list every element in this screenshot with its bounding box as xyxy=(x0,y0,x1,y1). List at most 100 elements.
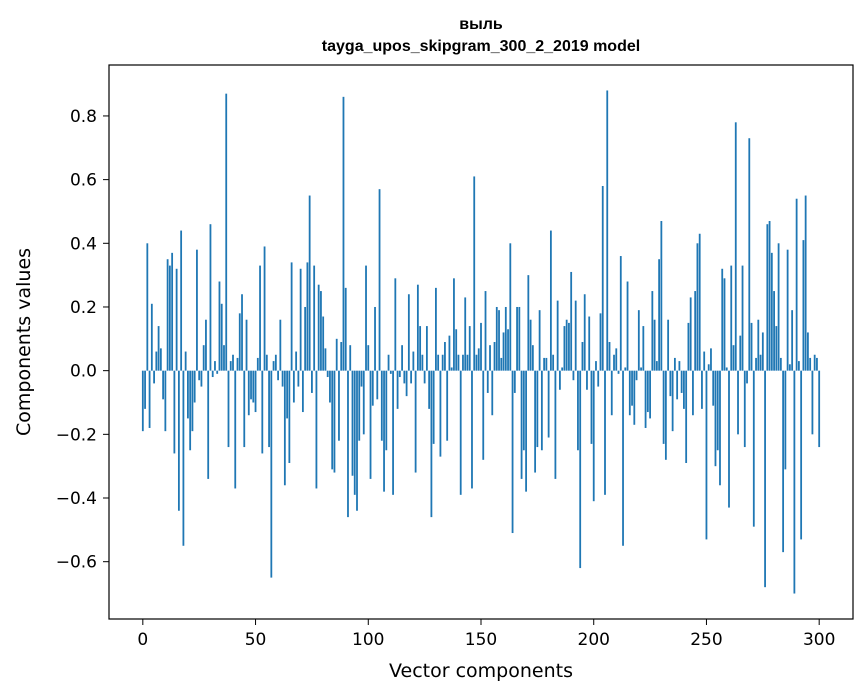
bar-30 xyxy=(209,224,212,371)
bar-35 xyxy=(220,303,223,371)
bar-191 xyxy=(572,370,575,381)
bar-90 xyxy=(344,287,347,371)
bar-18 xyxy=(182,370,185,546)
bar-100 xyxy=(367,345,370,371)
bar-291 xyxy=(797,361,800,371)
bar-289 xyxy=(793,370,796,594)
bar-22 xyxy=(191,370,194,432)
bar-85 xyxy=(333,370,336,473)
bar-3 xyxy=(148,370,151,428)
bar-54 xyxy=(263,246,266,371)
bar-145 xyxy=(468,326,471,371)
bar-79 xyxy=(320,291,322,371)
bar-8 xyxy=(159,348,162,371)
bar-200 xyxy=(592,370,595,502)
bar-158 xyxy=(498,310,500,371)
bar-171 xyxy=(527,275,530,371)
bar-78 xyxy=(317,284,320,371)
bar-40 xyxy=(232,354,234,371)
bar-201 xyxy=(595,361,597,371)
bar-14 xyxy=(173,370,176,454)
bar-263 xyxy=(734,122,737,371)
bar-258 xyxy=(723,278,726,371)
bar-132 xyxy=(439,370,442,457)
bar-9 xyxy=(162,370,165,400)
bar-266 xyxy=(741,265,744,371)
bar-148 xyxy=(475,354,478,371)
bar-188 xyxy=(565,319,568,371)
bar-247 xyxy=(698,233,701,371)
bar-283 xyxy=(779,357,782,371)
bar-222 xyxy=(642,326,645,371)
bar-176 xyxy=(538,310,541,371)
bar-39 xyxy=(229,361,232,371)
bar-121 xyxy=(414,370,417,473)
bar-21 xyxy=(189,370,192,451)
bar-67 xyxy=(292,370,295,403)
bar-129 xyxy=(432,370,435,444)
bar-195 xyxy=(581,342,584,371)
bar-224 xyxy=(646,370,649,413)
bar-123 xyxy=(419,326,422,371)
bar-6 xyxy=(155,351,158,371)
bar-112 xyxy=(394,278,397,371)
x-tick-label: 100 xyxy=(352,630,384,650)
bar-187 xyxy=(563,326,566,371)
y-tick-label: −0.2 xyxy=(56,425,97,445)
bar-215 xyxy=(626,281,629,371)
bar-162 xyxy=(507,329,509,371)
bar-231 xyxy=(662,370,665,444)
bar-251 xyxy=(707,364,710,371)
bar-81 xyxy=(324,348,327,371)
bar-232 xyxy=(664,370,667,460)
bar-23 xyxy=(193,370,196,403)
bar-194 xyxy=(579,370,582,569)
bar-293 xyxy=(802,240,805,371)
bar-275 xyxy=(761,332,764,371)
bar-265 xyxy=(739,335,742,371)
bar-53 xyxy=(261,370,264,454)
bar-219 xyxy=(635,370,638,381)
bar-268 xyxy=(746,370,748,384)
bar-42 xyxy=(236,357,239,371)
bar-133 xyxy=(441,354,444,371)
bar-259 xyxy=(725,367,728,371)
bar-243 xyxy=(689,297,692,371)
bar-71 xyxy=(301,370,304,413)
bar-69 xyxy=(297,370,300,387)
bar-138 xyxy=(453,278,455,371)
bar-57 xyxy=(270,370,273,578)
bar-161 xyxy=(504,306,507,371)
bar-189 xyxy=(568,322,570,371)
bar-34 xyxy=(218,281,221,371)
bar-173 xyxy=(531,345,534,371)
bar-240 xyxy=(683,370,685,409)
bar-229 xyxy=(658,259,661,371)
bar-246 xyxy=(696,243,699,371)
bars-group xyxy=(141,90,821,594)
bar-115 xyxy=(401,345,403,371)
bar-294 xyxy=(804,195,807,371)
bar-60 xyxy=(277,370,279,381)
bar-50 xyxy=(254,370,257,413)
bar-169 xyxy=(522,370,525,451)
bar-196 xyxy=(583,294,586,371)
bar-282 xyxy=(777,243,780,371)
y-axis-ticks: −0.6 −0.4 −0.2 0.0 0.2 0.4 0.6 0.8 xyxy=(56,107,109,573)
bar-72 xyxy=(304,306,307,371)
bar-87 xyxy=(338,370,340,441)
bar-216 xyxy=(628,370,631,416)
bar-271 xyxy=(752,370,755,527)
bar-19 xyxy=(184,351,187,371)
bar-193 xyxy=(577,370,579,451)
bar-120 xyxy=(412,351,415,371)
bar-244 xyxy=(692,370,694,416)
bar-119 xyxy=(410,370,413,384)
bar-182 xyxy=(552,354,555,371)
bar-76 xyxy=(313,265,316,371)
bar-202 xyxy=(597,370,600,387)
bar-160 xyxy=(502,332,505,371)
bar-127 xyxy=(428,370,431,409)
bar-213 xyxy=(622,370,624,546)
bar-168 xyxy=(520,370,523,479)
